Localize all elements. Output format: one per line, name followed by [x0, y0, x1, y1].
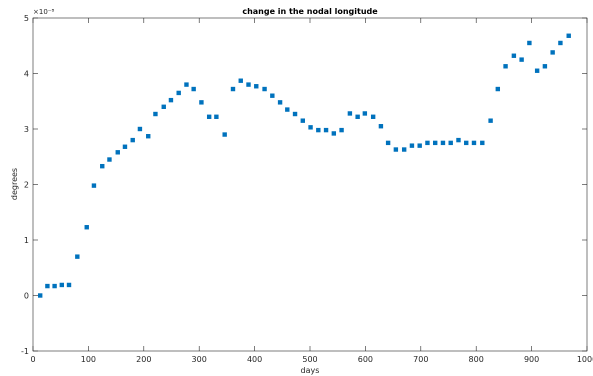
y-axis-exponent: ×10⁻⁸: [33, 8, 54, 16]
data-point: [214, 114, 219, 119]
x-tick-label: 800: [469, 355, 484, 364]
data-point: [347, 111, 353, 116]
x-tick-label: 400: [247, 355, 262, 364]
data-point: [480, 140, 485, 146]
data-point: [254, 84, 259, 89]
data-point: [566, 33, 571, 38]
data-point: [238, 78, 243, 83]
data-point: [433, 140, 438, 146]
y-tick-label: 0: [24, 292, 29, 301]
data-point: [161, 104, 166, 109]
data-point: [362, 111, 368, 116]
y-axis-label: degrees: [10, 168, 19, 200]
data-point: [519, 57, 524, 62]
data-point: [199, 100, 204, 105]
data-point: [146, 134, 151, 139]
chart-title: change in the nodal longitude: [242, 7, 378, 16]
plot-area: [33, 18, 587, 351]
y-tick-label: 3: [24, 125, 29, 134]
data-point: [122, 144, 128, 149]
data-point: [84, 225, 89, 230]
data-point: [503, 64, 508, 69]
x-axis-ticks: 0 100 200 300 400 500 600 700 800 900 1000: [30, 18, 593, 364]
y-tick-label: 1: [24, 236, 29, 245]
x-tick-label: 600: [358, 355, 373, 364]
data-point: [107, 157, 112, 162]
data-point: [401, 147, 407, 152]
data-point: [222, 132, 227, 137]
data-point: [370, 114, 376, 119]
data-point: [246, 82, 251, 87]
data-point: [270, 93, 275, 98]
data-point: [542, 64, 548, 69]
y-axis-ticks: -1 0 1 2 3 4 5: [21, 14, 587, 356]
data-point: [308, 125, 313, 130]
data-point: [339, 127, 344, 133]
data-point: [38, 293, 43, 298]
data-point: [316, 127, 321, 133]
data-point: [130, 137, 135, 143]
data-point: [440, 140, 446, 146]
data-point: [176, 90, 181, 96]
data-point: [425, 140, 430, 146]
y-tick-label: -1: [21, 347, 29, 356]
data-point: [417, 143, 422, 148]
data-point: [137, 126, 143, 132]
data-point: [191, 86, 196, 92]
data-point: [100, 163, 105, 169]
data-point: [52, 283, 57, 289]
data-point: [488, 118, 493, 123]
data-point: [75, 254, 80, 259]
data-point: [527, 40, 532, 46]
x-tick-label: 100: [81, 355, 96, 364]
data-point: [168, 97, 174, 103]
x-tick-label: 1000: [577, 355, 593, 364]
data-point: [184, 82, 189, 87]
x-axis-label: days: [301, 366, 320, 375]
data-point: [292, 111, 298, 117]
data-point: [230, 86, 236, 92]
data-point: [59, 282, 65, 288]
x-tick-label: 500: [302, 355, 317, 364]
data-point: [511, 53, 517, 58]
data-point: [448, 140, 453, 146]
x-tick-label: 700: [413, 355, 428, 364]
data-point: [355, 114, 360, 119]
data-point: [300, 118, 305, 123]
data-point: [91, 183, 97, 188]
data-points: [38, 33, 571, 298]
data-point: [331, 131, 337, 136]
data-point: [285, 107, 290, 112]
data-point: [378, 124, 384, 129]
data-point: [206, 114, 212, 119]
x-tick-label: 200: [136, 355, 151, 364]
data-point: [385, 140, 391, 146]
data-point: [323, 127, 329, 133]
x-tick-label: 300: [192, 355, 207, 364]
data-point: [66, 282, 72, 288]
data-point: [45, 283, 50, 289]
data-point: [409, 143, 415, 148]
data-point: [495, 86, 501, 92]
data-point: [115, 150, 120, 155]
data-point: [550, 50, 555, 55]
data-point: [153, 111, 158, 117]
y-tick-label: 2: [24, 181, 29, 190]
data-point: [471, 140, 477, 146]
data-point: [558, 40, 563, 46]
x-tick-label: 900: [524, 355, 539, 364]
data-point: [277, 100, 283, 105]
data-point: [534, 68, 540, 73]
data-point: [262, 86, 267, 92]
data-point: [393, 147, 399, 152]
y-tick-label: 5: [24, 14, 29, 23]
x-tick-label: 0: [30, 355, 35, 364]
data-point: [464, 140, 469, 146]
y-tick-label: 4: [24, 70, 29, 79]
data-point: [456, 137, 461, 143]
